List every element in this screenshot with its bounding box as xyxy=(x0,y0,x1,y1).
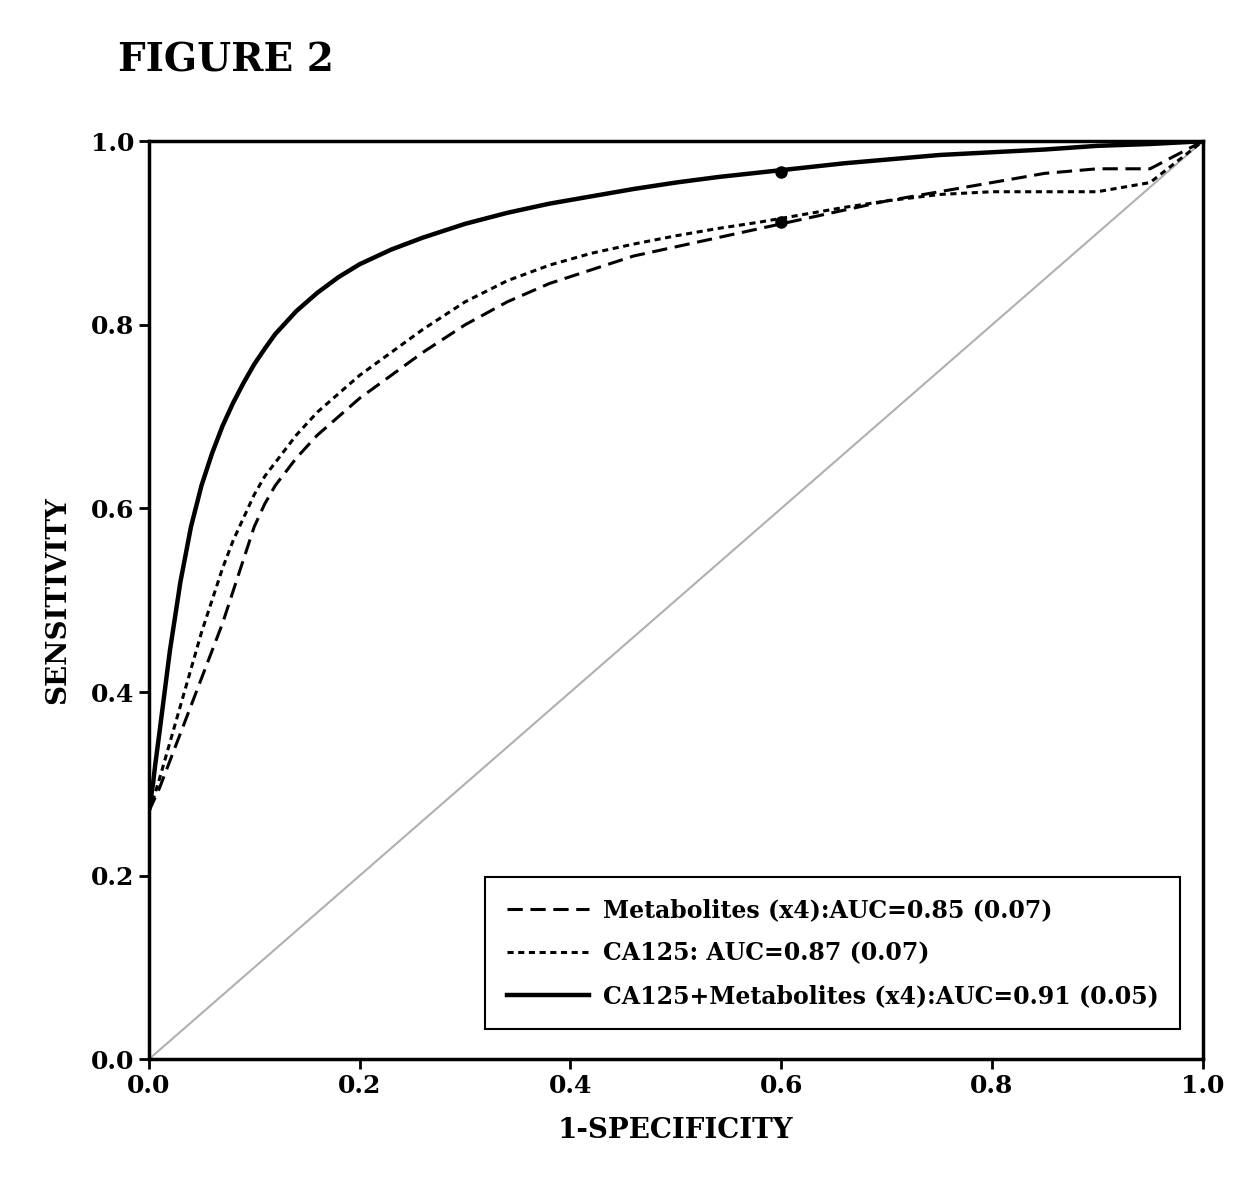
X-axis label: 1-SPECIFICITY: 1-SPECIFICITY xyxy=(558,1117,794,1144)
Legend: Metabolites (x4):AUC=0.85 (0.07), CA125: AUC=0.87 (0.07), CA125+Metabolites (x4): Metabolites (x4):AUC=0.85 (0.07), CA125:… xyxy=(485,877,1180,1029)
Text: FIGURE 2: FIGURE 2 xyxy=(118,41,334,79)
Y-axis label: SENSITIVITY: SENSITIVITY xyxy=(45,497,72,704)
